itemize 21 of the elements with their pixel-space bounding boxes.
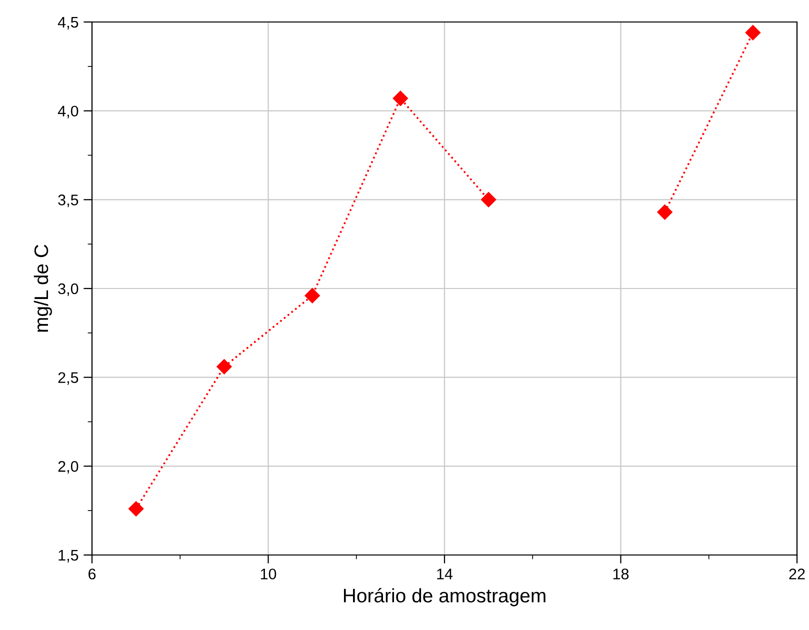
x-tick-label: 6: [88, 568, 96, 580]
y-tick-label: 2,0: [58, 461, 78, 474]
y-tick-label: 4,5: [58, 17, 78, 30]
point: [480, 192, 496, 208]
point: [392, 90, 408, 106]
y-tick-label: 2,5: [58, 372, 78, 385]
y-axis-title: mg/L de C: [34, 244, 52, 332]
x-tick-label: 22: [789, 568, 805, 580]
x-tick-label: 10: [260, 568, 276, 580]
point: [216, 359, 232, 374]
x-tick-label: 18: [613, 568, 629, 580]
y-tick-label: 1,5: [58, 550, 78, 562]
y-tick-label: 3,5: [58, 194, 78, 208]
x-axis-title: Horário de amostragem: [344, 588, 546, 606]
point: [128, 501, 144, 516]
point: [745, 25, 761, 40]
y-tick-label: 3,0: [58, 283, 78, 296]
x-tick-label: 14: [437, 568, 453, 580]
point: [304, 288, 320, 304]
point: [657, 204, 672, 220]
y-tick-label: 4,0: [58, 106, 78, 118]
